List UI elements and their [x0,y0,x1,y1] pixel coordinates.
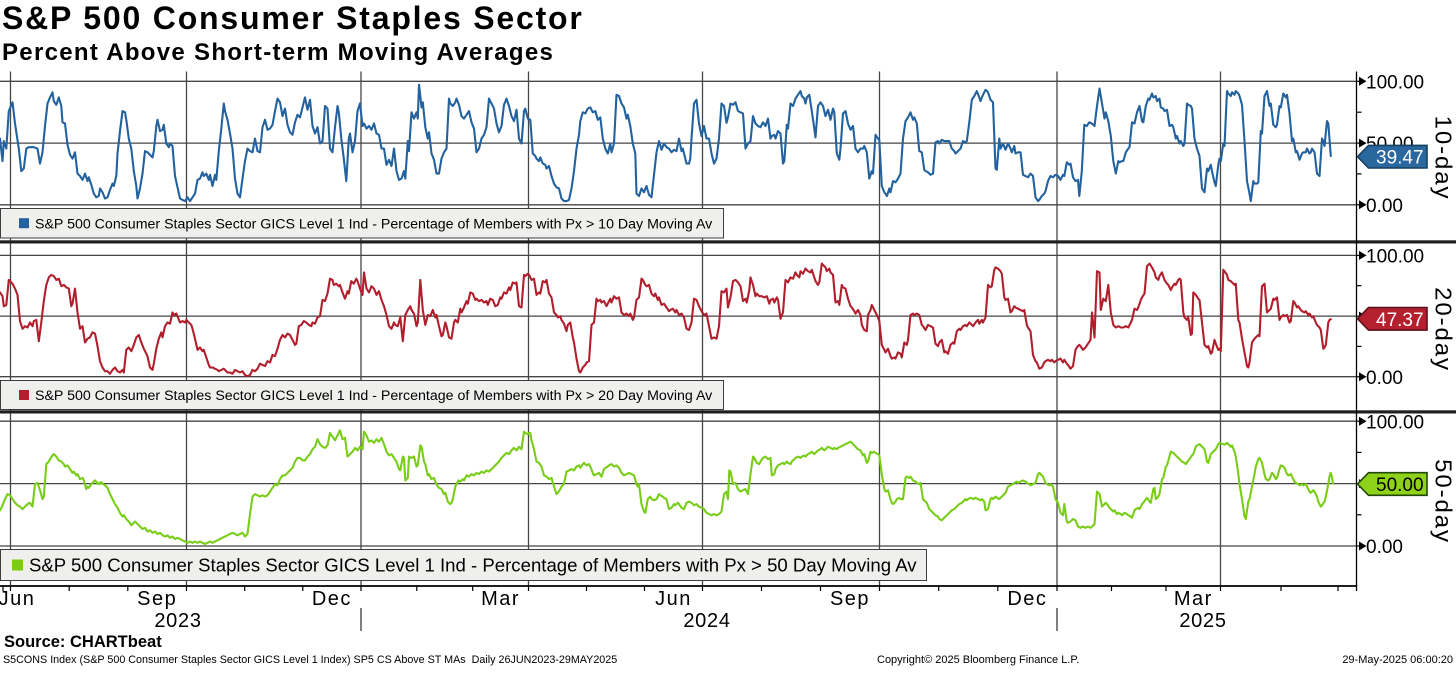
svg-text:0.00: 0.00 [1366,196,1403,217]
svg-text:Copyright© 2025 Bloomberg Fina: Copyright© 2025 Bloomberg Finance L.P. [877,654,1079,666]
svg-text:47.37: 47.37 [1376,310,1424,331]
svg-text:S&P 500 Consumer Staples Secto: S&P 500 Consumer Staples Sector GICS Lev… [29,555,917,576]
svg-text:50-day: 50-day [1431,459,1456,544]
svg-text:2024: 2024 [683,610,730,632]
svg-text:S&P 500 Consumer Staples Secto: S&P 500 Consumer Staples Sector GICS Lev… [35,216,713,232]
svg-text:2025: 2025 [1179,610,1226,632]
svg-text:0.00: 0.00 [1366,537,1403,558]
svg-text:Mar: Mar [481,588,520,610]
svg-text:Dec: Dec [312,588,352,610]
svg-text:S5CONS Index (S&P 500 Consumer: S5CONS Index (S&P 500 Consumer Staples S… [3,654,617,666]
svg-text:Percent Above Short-term Movin: Percent Above Short-term Moving Averages [2,39,554,66]
svg-text:100.00: 100.00 [1366,73,1424,94]
svg-text:S&P 500 Consumer Staples Secto: S&P 500 Consumer Staples Sector GICS Lev… [35,388,713,404]
svg-text:2023: 2023 [154,610,201,632]
svg-text:29-May-2025 06:00:20: 29-May-2025 06:00:20 [1342,654,1453,666]
svg-text:100.00: 100.00 [1366,412,1424,433]
svg-text:S&P 500 Consumer Staples Secto: S&P 500 Consumer Staples Sector [2,0,584,36]
svg-text:Jun: Jun [655,588,692,610]
svg-text:10-day: 10-day [1431,116,1456,201]
svg-text:Mar: Mar [1174,588,1213,610]
svg-text:39.47: 39.47 [1376,148,1424,169]
svg-text:50.00: 50.00 [1376,475,1424,496]
svg-text:0.00: 0.00 [1366,368,1403,389]
svg-text:Dec: Dec [1007,588,1047,610]
svg-text:100.00: 100.00 [1366,247,1424,268]
svg-text:20-day: 20-day [1431,287,1456,372]
svg-text:Sep: Sep [830,588,870,610]
svg-text:Sep: Sep [137,588,177,610]
svg-text:Jun: Jun [0,588,35,610]
svg-text:Source: CHARTbeat: Source: CHARTbeat [4,633,162,651]
